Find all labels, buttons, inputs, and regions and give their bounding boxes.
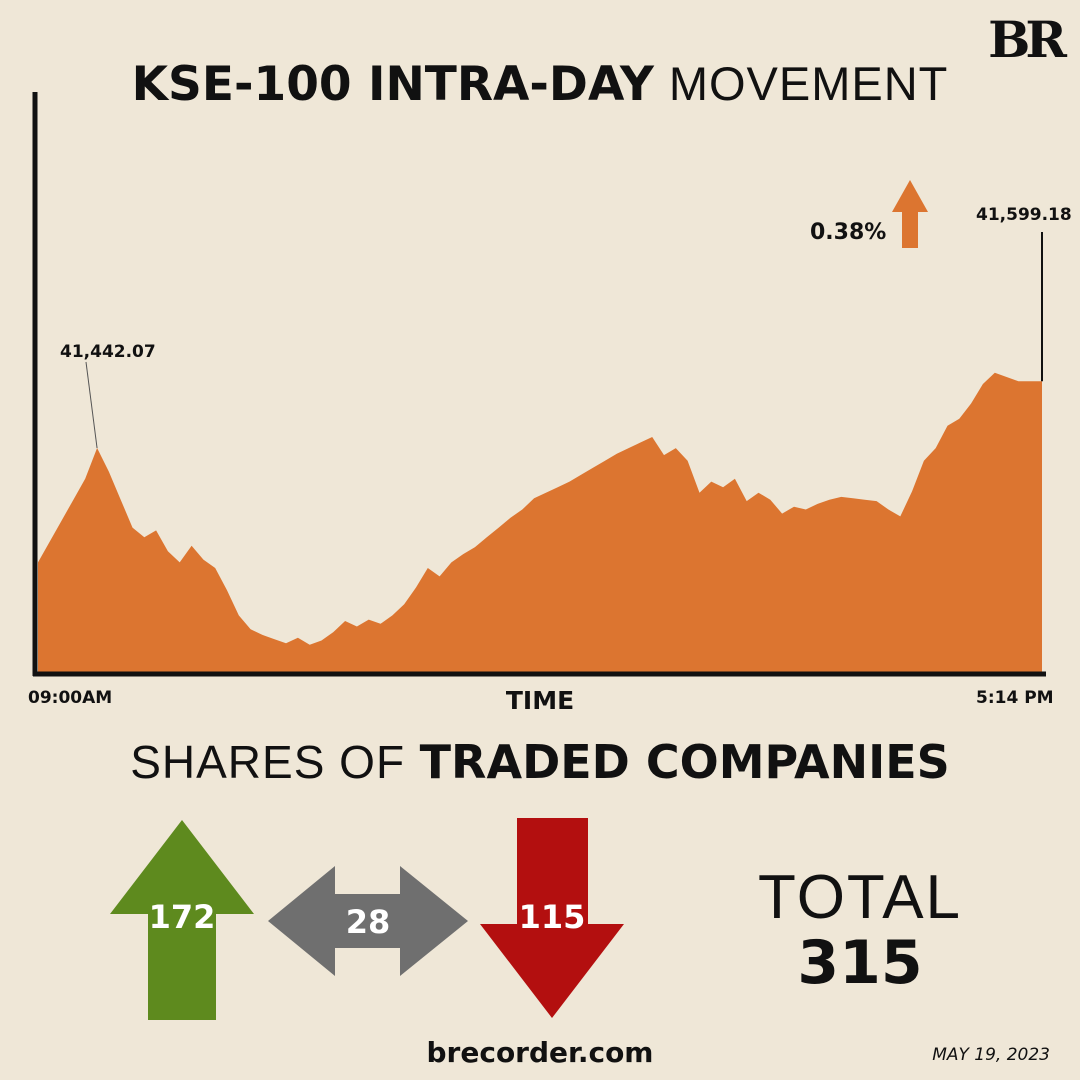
change-percent: 0.38%	[810, 220, 887, 245]
unchanged-count: 28	[345, 903, 391, 941]
total-label: TOTAL	[757, 863, 963, 932]
advanced-count: 172	[148, 898, 216, 936]
unchanged-double-arrow-icon	[268, 866, 468, 976]
shares-title: SHARES OF TRADED COMPANIES	[0, 735, 1080, 789]
high-leader-line	[85, 361, 98, 449]
total-value: 315	[797, 928, 923, 998]
close-value-label: 41,599.18	[976, 205, 1072, 225]
x-axis-title: TIME	[505, 686, 575, 715]
intraday-area-chart	[32, 92, 1046, 677]
x-end-label: 5:14 PM	[976, 688, 1054, 708]
advanced-up-arrow-icon	[110, 820, 254, 1020]
chart-title: KSE-100 INTRA-DAY MOVEMENT	[0, 56, 1080, 112]
change-up-arrow-icon	[892, 180, 928, 248]
declined-count: 115	[518, 898, 586, 936]
br-logo: BR	[988, 10, 1067, 69]
declined-down-arrow-icon	[480, 818, 624, 1018]
shares-title-light: SHARES OF	[130, 736, 406, 788]
website-link[interactable]: brecorder.com	[426, 1036, 654, 1069]
high-value-label: 41,442.07	[60, 342, 156, 362]
x-start-label: 09:00AM	[28, 688, 113, 708]
chart-title-light: MOVEMENT	[668, 57, 949, 110]
chart-title-bold: KSE-100 INTRA-DAY	[131, 57, 654, 112]
index-area-series	[38, 372, 1042, 672]
report-date: MAY 19, 2023	[932, 1045, 1050, 1065]
shares-title-bold: TRADED COMPANIES	[419, 735, 950, 789]
